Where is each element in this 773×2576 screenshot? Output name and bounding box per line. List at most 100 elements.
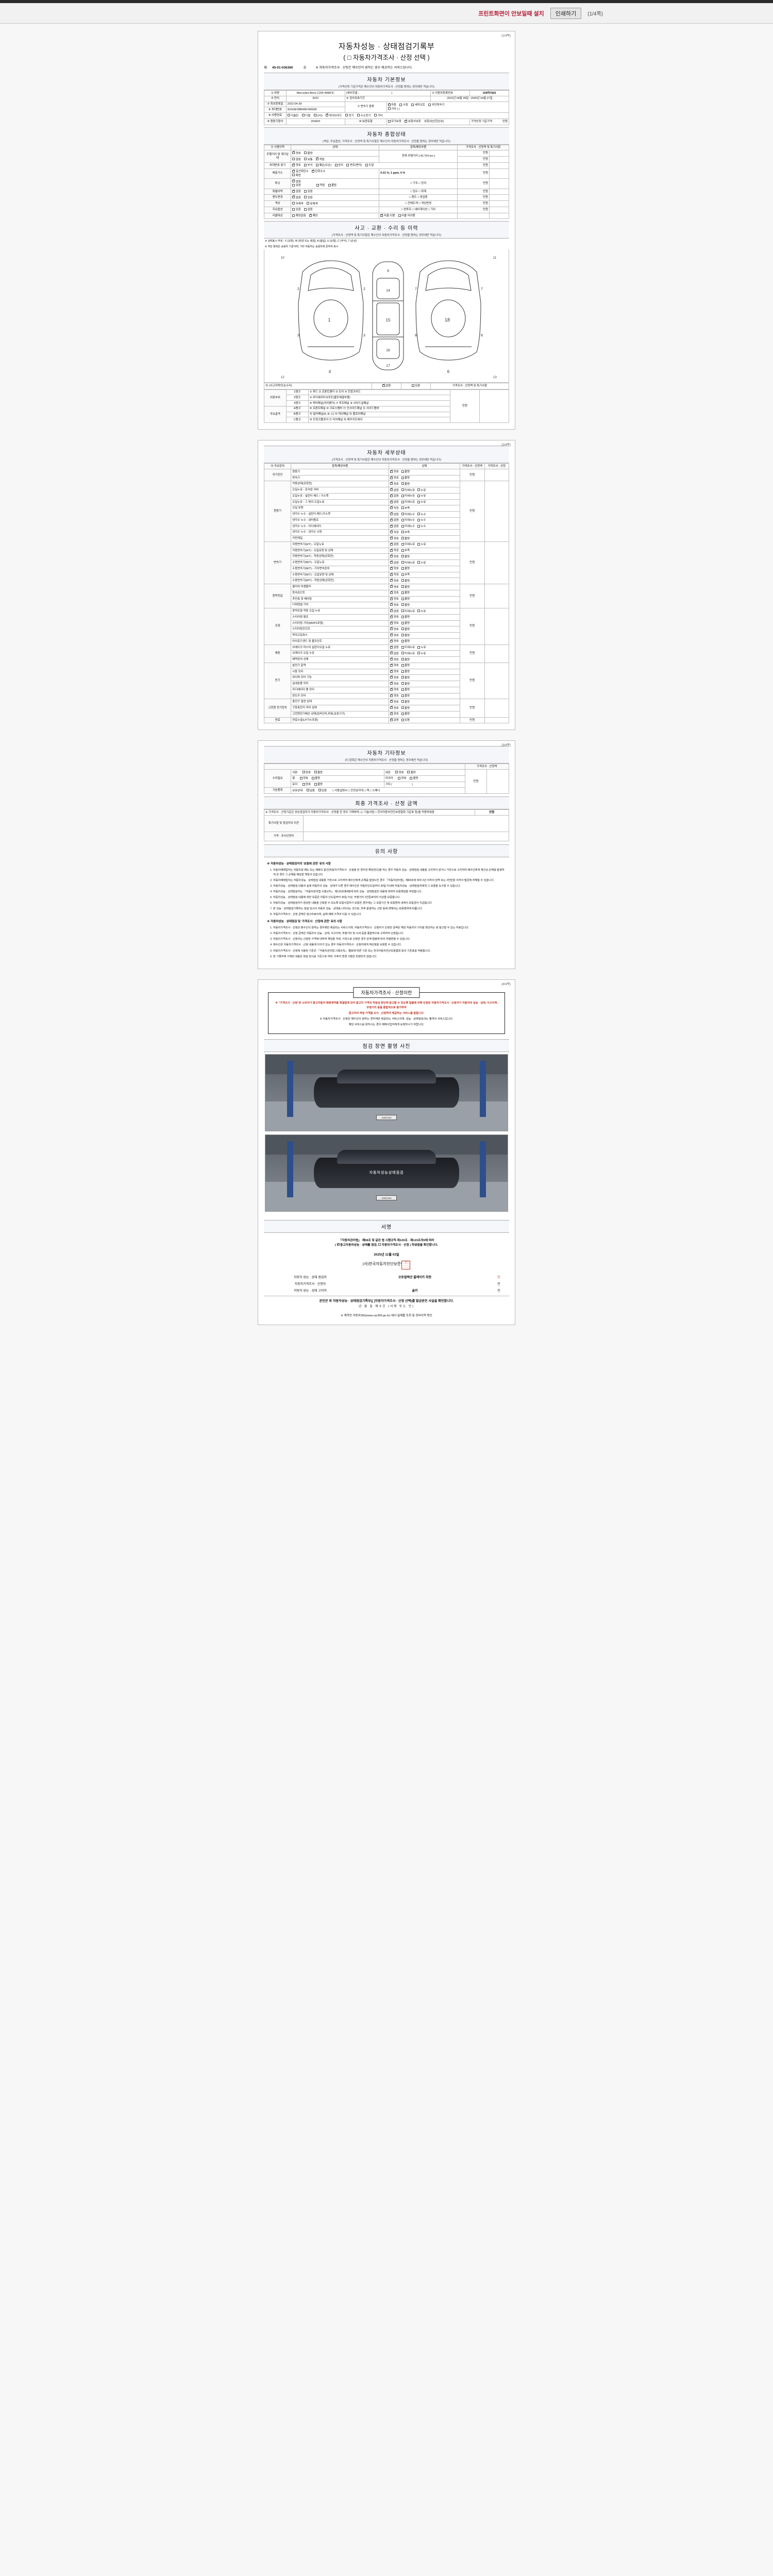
detail-opt[interactable]: 불량 [401, 585, 410, 589]
row-mileage-state2[interactable]: 많음 보통 적음 [291, 156, 380, 163]
wheel-good[interactable]: 양호 [299, 776, 308, 781]
fuel-opt-4[interactable]: 전기 [345, 114, 354, 118]
detail-opt[interactable]: 양호 [390, 584, 399, 589]
detail-opt[interactable]: 양호 [390, 657, 399, 662]
glass-good[interactable]: 양호 [302, 783, 311, 787]
repair-wheel[interactable]: 휠 양호 불량 [291, 775, 384, 782]
detail-opt[interactable]: 양호 [390, 615, 399, 619]
detail-opt[interactable]: 적정 [390, 530, 399, 535]
detail-opt[interactable]: 미세누유 [401, 609, 415, 614]
row-color-state[interactable]: 무채색 유채색 [291, 200, 380, 207]
trans-opt-0[interactable]: 자동 [388, 103, 396, 107]
install-print-link[interactable]: 프린트화면이 안보일때 설치 [478, 10, 544, 17]
warranty-opt-0[interactable]: 자가보증 [388, 120, 401, 124]
detail-opt[interactable]: 불량 [401, 591, 410, 595]
detail-opt[interactable]: 양호 [390, 705, 399, 710]
inspection-photo-2[interactable]: 자동차성능상태점검 159라7825 [265, 1134, 508, 1212]
detail-opt[interactable]: 양호 [390, 597, 399, 601]
detail-opt[interactable]: 누유 [417, 652, 426, 656]
mileage-bad[interactable]: 불량 [304, 151, 313, 156]
detail-opt[interactable]: 미세누수 [401, 518, 415, 522]
mileage-many[interactable]: 많음 [292, 158, 301, 162]
detail-opt[interactable]: 없음 [390, 608, 399, 614]
detail-opt[interactable]: 없음 [390, 512, 399, 517]
detail-opt[interactable]: 양호 [390, 639, 399, 643]
tuning-yes[interactable]: 있음 [292, 183, 301, 188]
detail-opt[interactable]: 누유 [417, 543, 426, 547]
detail-opt[interactable]: 미세누유 [401, 494, 415, 498]
detail-opt[interactable]: 양호 [390, 626, 399, 632]
detail-opt[interactable]: 불량 [401, 603, 410, 607]
detail-opt[interactable]: 부족 [401, 573, 410, 577]
usechange-none[interactable]: 없음 [292, 195, 301, 200]
detail-opt[interactable]: 불량 [401, 682, 410, 686]
int-bad[interactable]: 불량 [407, 771, 416, 775]
trans-opt-1[interactable]: 수동 [399, 103, 408, 107]
basic-yes[interactable]: 있음 [318, 789, 327, 793]
detail-opt[interactable]: 적정 [390, 548, 399, 553]
detail-opt[interactable]: 양호 [390, 481, 399, 486]
detail-opt[interactable]: 없음 [390, 518, 399, 522]
color-chromatic[interactable]: 유채색 [307, 202, 318, 206]
tuning-legal[interactable]: 적법 [316, 183, 325, 188]
detail-opt[interactable]: 누수 [417, 524, 426, 529]
detail-opt[interactable]: 없음 [390, 542, 399, 547]
detail-opt[interactable]: 불량 [401, 712, 410, 716]
transmission-options[interactable]: 자동 수동 세미오토 무단변속기 기타 ( ) [386, 101, 509, 113]
detail-opt[interactable]: 누유 [417, 646, 426, 650]
basic-none[interactable]: 없음 [306, 789, 315, 793]
row-tuning-state[interactable]: 없음 있음 적법 불법 [291, 178, 380, 189]
detail-opt[interactable]: 미세누유 [401, 500, 415, 504]
basic-items-state[interactable]: 보유상태 없음 있음 □ 사용설명서 □ 안전삼각대 □ 잭 □ 스패너 [291, 787, 465, 794]
vin-good[interactable]: 양호 [292, 163, 301, 167]
repair-etc[interactable]: 기타 () [383, 781, 465, 788]
detail-opt[interactable]: 양호 [390, 621, 399, 625]
detail-opt[interactable]: 부족 [401, 549, 410, 553]
detail-opt[interactable]: 불량 [401, 664, 410, 668]
detail-opt[interactable]: 누유 [417, 488, 426, 493]
detail-opt[interactable]: 양호 [390, 633, 399, 638]
detail-opt[interactable]: 미세누유 [401, 646, 415, 650]
recall-na[interactable]: 해당없음 [292, 214, 306, 218]
repair-exterior[interactable]: 외판 양호 불량 [291, 769, 384, 776]
detail-opt[interactable]: 누수 [417, 518, 426, 522]
row-recall-state[interactable]: 해당없음 해당 [291, 212, 380, 219]
detail-opt[interactable]: 없음 [390, 487, 399, 493]
detail-opt[interactable]: 양호 [390, 675, 399, 680]
detail-opt[interactable]: 양호 [390, 476, 399, 480]
color-achromatic[interactable]: 무채색 [292, 202, 304, 206]
inspection-photo-1[interactable]: 159라7825 [265, 1054, 508, 1131]
detail-opt[interactable]: 미세누수 [401, 524, 415, 529]
detail-opt[interactable]: 불량 [401, 694, 410, 698]
recall-applies[interactable]: 해당 [309, 213, 318, 218]
detail-opt[interactable]: 미세누유 [401, 543, 415, 547]
detail-opt[interactable]: 불량 [401, 482, 410, 486]
usechange-yes[interactable]: 있음 [304, 196, 313, 200]
fuel-opt-1[interactable]: 디젤 [301, 114, 310, 118]
row-usechange-state[interactable]: 없음 있음 [291, 194, 380, 201]
detail-opt[interactable]: 누유 [417, 500, 426, 504]
tuning-none[interactable]: 없음 [292, 179, 301, 184]
detail-opt[interactable]: 양호 [390, 602, 399, 607]
car-damage-diagram[interactable]: 1 4 2 2 3 3 9 14 15 16 17 [264, 249, 509, 383]
